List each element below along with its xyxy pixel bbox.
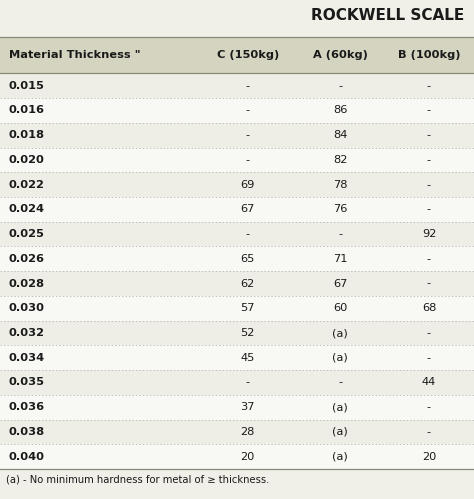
Text: -: - [427, 427, 431, 437]
Text: -: - [427, 328, 431, 338]
Text: 84: 84 [333, 130, 347, 140]
Text: (a): (a) [332, 353, 348, 363]
Bar [0, 222, 474, 247]
Text: -: - [427, 353, 431, 363]
Text: -: - [427, 81, 431, 91]
Text: 0.040: 0.040 [9, 452, 45, 462]
Text: -: - [246, 155, 250, 165]
Bar [0, 321, 474, 345]
Text: 0.024: 0.024 [9, 205, 45, 215]
Text: 52: 52 [240, 328, 255, 338]
Text: 65: 65 [240, 254, 255, 264]
Text: 0.035: 0.035 [9, 378, 45, 388]
Text: Material Thickness ": Material Thickness " [9, 50, 140, 60]
Text: 0.038: 0.038 [9, 427, 45, 437]
Text: 0.016: 0.016 [9, 105, 45, 115]
Text: -: - [427, 180, 431, 190]
Text: -: - [427, 278, 431, 288]
Bar [0, 37, 474, 73]
Bar [0, 247, 474, 271]
Text: -: - [246, 130, 250, 140]
Text: 0.015: 0.015 [9, 81, 45, 91]
Text: ROCKWELL SCALE: ROCKWELL SCALE [311, 8, 465, 23]
Text: 57: 57 [240, 303, 255, 313]
Text: 86: 86 [333, 105, 347, 115]
Text: 67: 67 [333, 278, 347, 288]
Text: 78: 78 [333, 180, 347, 190]
Bar [0, 395, 474, 420]
Text: -: - [338, 229, 342, 239]
Text: 45: 45 [240, 353, 255, 363]
Text: (a): (a) [332, 402, 348, 412]
Text: -: - [338, 81, 342, 91]
Text: 0.022: 0.022 [9, 180, 45, 190]
Text: B (100kg): B (100kg) [398, 50, 460, 60]
Text: 0.020: 0.020 [9, 155, 45, 165]
Text: -: - [246, 81, 250, 91]
Text: -: - [338, 378, 342, 388]
Text: 76: 76 [333, 205, 347, 215]
Text: A (60kg): A (60kg) [313, 50, 367, 60]
Text: 67: 67 [240, 205, 255, 215]
Text: -: - [427, 254, 431, 264]
Text: 62: 62 [240, 278, 255, 288]
Text: 28: 28 [240, 427, 255, 437]
Bar [0, 123, 474, 148]
Text: C (150kg): C (150kg) [217, 50, 279, 60]
Bar [0, 444, 474, 469]
Text: -: - [246, 229, 250, 239]
Text: 0.025: 0.025 [9, 229, 45, 239]
Text: 0.018: 0.018 [9, 130, 45, 140]
Text: (a): (a) [332, 452, 348, 462]
Text: 0.026: 0.026 [9, 254, 45, 264]
Text: -: - [427, 130, 431, 140]
Text: 20: 20 [422, 452, 436, 462]
Bar [0, 345, 474, 370]
Text: 69: 69 [240, 180, 255, 190]
Text: (a) - No minimum hardness for metal of ≥ thickness.: (a) - No minimum hardness for metal of ≥… [6, 474, 269, 484]
Text: -: - [246, 378, 250, 388]
Bar [0, 98, 474, 123]
Bar [0, 148, 474, 172]
Text: 0.030: 0.030 [9, 303, 45, 313]
Text: 71: 71 [333, 254, 347, 264]
Text: 82: 82 [333, 155, 347, 165]
Bar [0, 197, 474, 222]
Text: -: - [246, 105, 250, 115]
Text: 92: 92 [422, 229, 436, 239]
Text: 44: 44 [422, 378, 436, 388]
Bar [0, 172, 474, 197]
Bar [0, 296, 474, 321]
Text: 0.028: 0.028 [9, 278, 45, 288]
Text: 0.036: 0.036 [9, 402, 45, 412]
Text: 0.034: 0.034 [9, 353, 45, 363]
Text: 37: 37 [240, 402, 255, 412]
Bar [0, 73, 474, 98]
Text: 0.032: 0.032 [9, 328, 45, 338]
Bar [0, 420, 474, 444]
Bar [0, 370, 474, 395]
Text: 60: 60 [333, 303, 347, 313]
Text: (a): (a) [332, 328, 348, 338]
Text: -: - [427, 155, 431, 165]
Text: 20: 20 [240, 452, 255, 462]
Text: (a): (a) [332, 427, 348, 437]
Text: -: - [427, 205, 431, 215]
Text: -: - [427, 402, 431, 412]
Bar [0, 271, 474, 296]
Text: 68: 68 [422, 303, 436, 313]
Text: -: - [427, 105, 431, 115]
